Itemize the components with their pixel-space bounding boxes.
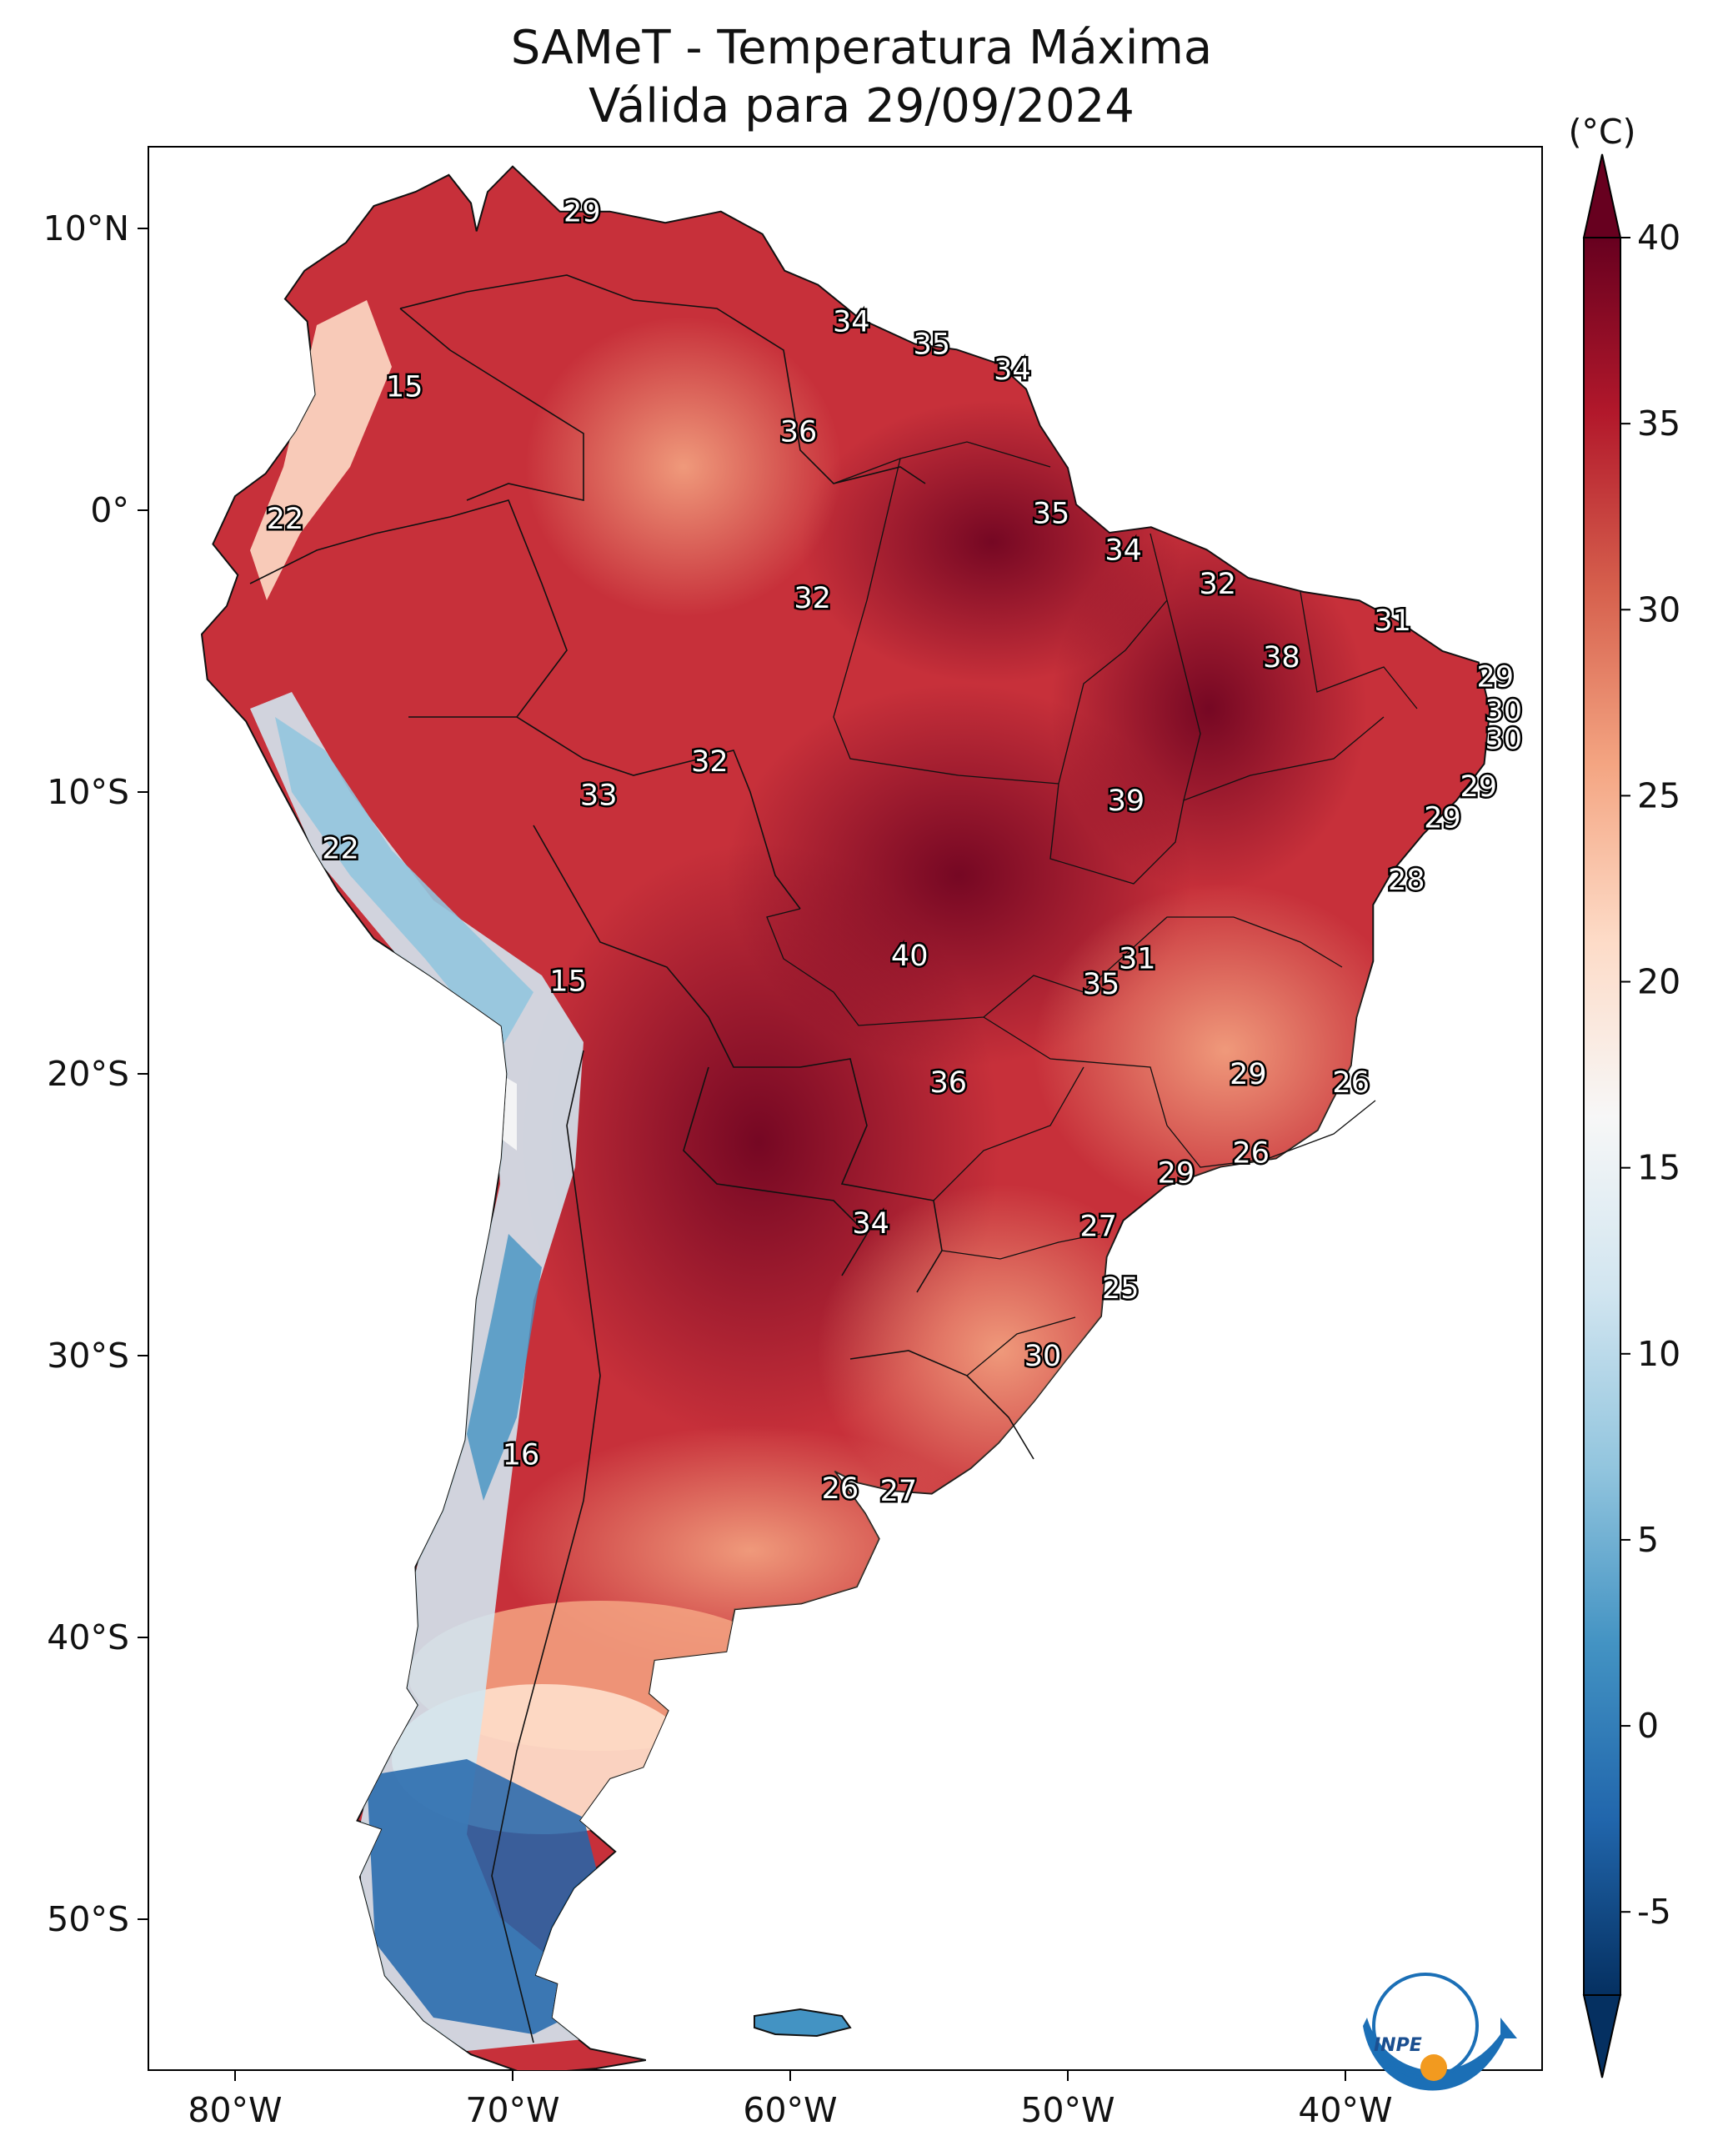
temperature-label: 31 — [1119, 942, 1156, 975]
lon-tick-label: 60°W — [743, 2090, 837, 2130]
temperature-label: 28 — [1388, 864, 1425, 897]
temperature-label: 38 — [1263, 641, 1300, 674]
temperature-label: 34 — [833, 306, 870, 339]
temperature-label: 29 — [1477, 660, 1515, 694]
temperature-label: 35 — [914, 328, 951, 362]
temperature-label: 30 — [1485, 694, 1523, 728]
temperature-label: 27 — [880, 1475, 918, 1508]
colorbar-tick-label: -5 — [1637, 1892, 1671, 1932]
colombia-andes-cold — [250, 300, 392, 600]
lat-tick-label: 30°S — [47, 1336, 129, 1376]
country-borders — [249, 274, 1034, 2043]
temperature-label: 35 — [1033, 497, 1070, 530]
temperature-label: 26 — [1332, 1066, 1370, 1100]
temperature-label: 40 — [891, 940, 929, 973]
temperature-label: 15 — [549, 965, 587, 999]
temperature-label: 33 — [580, 779, 618, 812]
temperature-label: 22 — [322, 833, 359, 866]
colorbar-unit-label: (°C) — [1568, 112, 1635, 152]
inpe-logo: INPE — [1363, 1973, 1517, 2091]
temperature-label: 34 — [1104, 534, 1142, 567]
colorbar-tick-label: 10 — [1637, 1334, 1680, 1374]
temperature-label: 26 — [822, 1472, 859, 1506]
temperature-label: 34 — [994, 353, 1031, 387]
temperature-label: 34 — [852, 1207, 889, 1241]
temperature-label: 29 — [1158, 1156, 1195, 1190]
colorbar-scale — [1583, 237, 1621, 1996]
lat-tick-label: 20°S — [47, 1054, 129, 1094]
colorbar-top-extension — [1582, 153, 1622, 238]
lon-tick-label: 80°W — [188, 2090, 282, 2130]
temperature-label: 36 — [780, 415, 818, 449]
colorbar-tick-label: 30 — [1637, 589, 1680, 629]
continent-layer — [200, 165, 1491, 2070]
temperature-label: 22 — [267, 503, 304, 536]
lon-tick-label: 50°W — [1020, 2090, 1114, 2130]
temperature-label: 15 — [386, 370, 423, 404]
southern-andes-cold-core — [467, 1234, 542, 1501]
temperature-label: 29 — [1230, 1058, 1267, 1091]
colorbar-tick-label: 15 — [1637, 1148, 1680, 1188]
lat-tick-label: 50°S — [47, 1899, 129, 1939]
temperature-label: 39 — [1108, 785, 1145, 818]
colorbar-bottom-extension — [1582, 1994, 1622, 2078]
lat-tick-label: 10°N — [43, 208, 129, 248]
lat-tick-label: 10°S — [47, 772, 129, 812]
colorbar-tick-label: 35 — [1637, 404, 1680, 444]
temperature-label: 29 — [1424, 801, 1461, 835]
temperature-label: 30 — [1024, 1340, 1062, 1373]
temperature-label: 29 — [563, 196, 601, 229]
temperature-label: 32 — [691, 745, 729, 779]
longitude-axis: 80°W 70°W 60°W 50°W 40°W — [188, 2070, 1393, 2130]
temperature-label: 31 — [1374, 604, 1411, 638]
andes-cold-belt — [250, 692, 634, 2051]
colorbar-tick-label: 40 — [1637, 218, 1680, 258]
map-title: SAMeT - Temperatura Máxima — [510, 21, 1213, 75]
colorbar: (°C) 40 35 30 25 20 15 10 5 0 -5 — [1568, 112, 1680, 2078]
temperature-label: 26 — [1233, 1137, 1270, 1171]
inpe-logo-text: INPE — [1374, 2035, 1422, 2056]
falkland-islands — [754, 2008, 852, 2038]
temperature-label: 29 — [1460, 770, 1498, 804]
state-borders — [766, 441, 1418, 1376]
temperature-label: 30 — [1485, 723, 1523, 756]
colorbar-tick-label: 20 — [1637, 962, 1680, 1002]
temperature-field — [250, 300, 1417, 2051]
temperature-label: 32 — [794, 582, 831, 615]
colorbar-tick-label: 25 — [1637, 775, 1680, 815]
lon-tick-label: 40°W — [1298, 2090, 1392, 2130]
temperature-label: 36 — [930, 1066, 968, 1100]
colorbar-tick-label: 0 — [1637, 1706, 1659, 1746]
inpe-logo-dot — [1420, 2054, 1447, 2081]
temperature-label: 32 — [1200, 568, 1237, 601]
lat-tick-label: 40°S — [47, 1617, 129, 1657]
warm-region-amazon-west — [525, 317, 842, 617]
temperature-label: 27 — [1079, 1211, 1117, 1244]
temperature-label: 16 — [503, 1438, 540, 1472]
colorbar-tick-label: 5 — [1637, 1520, 1659, 1560]
temperature-label: 25 — [1102, 1272, 1139, 1306]
latitude-axis: 10°N 0° 10°S 20°S 30°S 40°S 50°S — [43, 208, 148, 1939]
temperature-label: 35 — [1083, 968, 1120, 1001]
andes-coldest-core — [275, 717, 533, 1050]
map-subtitle: Válida para 29/09/2024 — [589, 79, 1134, 133]
lon-tick-label: 70°W — [465, 2090, 559, 2130]
lat-tick-label: 0° — [90, 490, 129, 530]
